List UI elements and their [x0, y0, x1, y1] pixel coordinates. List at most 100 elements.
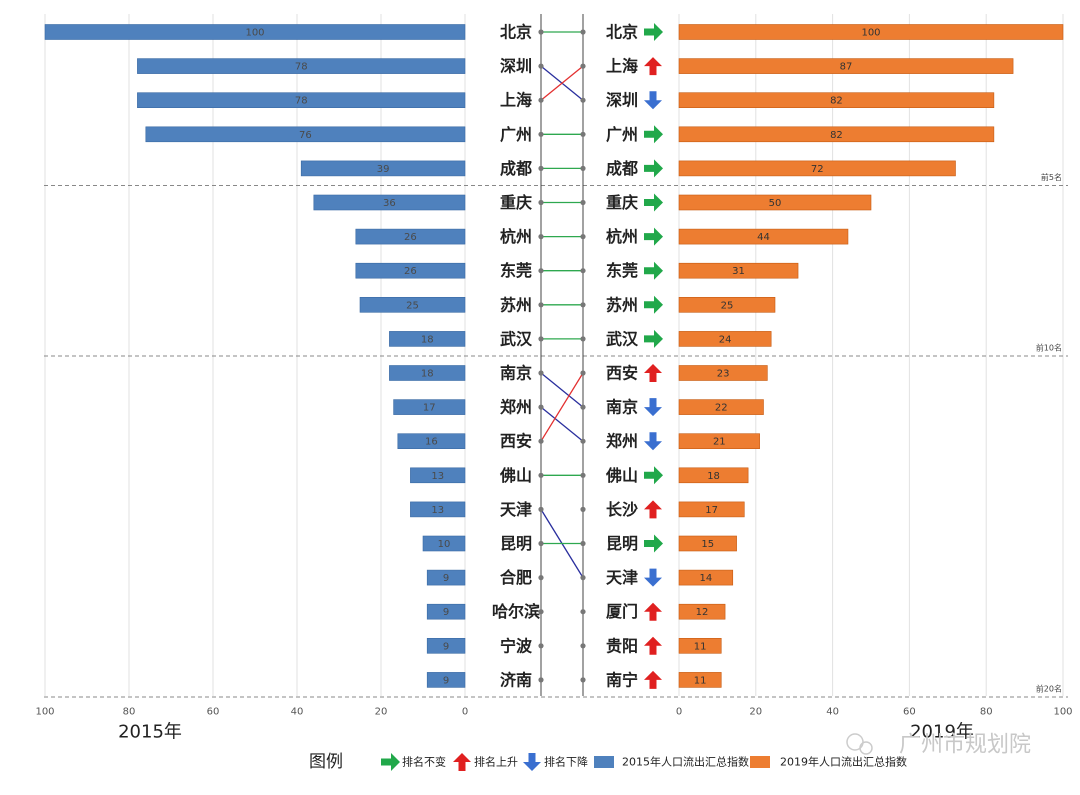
rank-dot-left	[538, 575, 544, 581]
rank-dot-right	[580, 234, 586, 240]
city-2015-label: 武汉	[500, 329, 533, 348]
city-2015-label: 北京	[500, 23, 532, 42]
rank-dot-left	[538, 165, 544, 171]
trend-same-icon	[644, 193, 663, 212]
rank-dot-left	[538, 97, 544, 103]
trend-same-icon	[644, 159, 663, 178]
bar-2019	[678, 92, 995, 108]
right-year-label: 2019年	[910, 722, 974, 743]
rank-change-line	[540, 406, 584, 442]
bar-2015-value: 26	[404, 266, 417, 277]
bar-2019	[678, 296, 776, 313]
bar-2019-value: 12	[696, 607, 709, 618]
bar-2019-value: 87	[840, 62, 853, 73]
bar-2019-value: 14	[700, 573, 713, 584]
legend-same-icon	[381, 753, 400, 771]
trend-up-icon	[644, 602, 662, 621]
bar-2019-value: 15	[701, 539, 714, 550]
city-2019-label: 贵阳	[606, 636, 638, 655]
bar-2019	[678, 160, 956, 177]
bar-2015	[426, 569, 466, 586]
bar-2015-value: 100	[245, 28, 264, 39]
bar-2015	[389, 331, 466, 347]
right-tick-label: 80	[980, 707, 993, 718]
city-2015-label: 成都	[500, 159, 532, 178]
bar-2015-value: 39	[377, 164, 390, 175]
rank-change-line	[540, 372, 584, 408]
city-2019-label: 南京	[606, 398, 638, 417]
city-2015-label: 天津	[500, 500, 532, 519]
rank-dot-right	[580, 404, 586, 410]
bar-2015-value: 36	[383, 198, 396, 209]
city-2019-label: 北京	[606, 23, 638, 42]
rank-dot-right	[580, 677, 586, 683]
bar-2015-value: 17	[423, 403, 436, 414]
city-2019-label: 重庆	[606, 193, 638, 212]
city-2019-label: 上海	[606, 57, 638, 76]
watermark-logo	[846, 733, 873, 755]
rank-change-line	[540, 372, 584, 442]
bar-2015-value: 78	[295, 62, 308, 73]
rank-dot-right	[580, 472, 586, 478]
bar-2015-value: 76	[299, 130, 312, 141]
legend-label: 2015年人口流出汇总指数	[622, 755, 749, 769]
trend-down-icon	[644, 91, 662, 110]
bar-2019-value: 23	[717, 369, 730, 380]
bar-2015	[137, 58, 466, 74]
trend-same-icon	[644, 329, 663, 348]
city-2019-label: 西安	[606, 364, 638, 383]
bar-2015	[313, 194, 466, 211]
rank-dot-left	[538, 336, 544, 342]
city-2019-label: 武汉	[606, 329, 639, 348]
bar-2019	[678, 126, 995, 143]
left-tick-label: 0	[462, 707, 468, 718]
city-2015-label: 上海	[500, 91, 532, 110]
city-2019-label: 佛山	[605, 466, 638, 485]
rank-dot-left	[538, 404, 544, 410]
city-2015-label: 郑州	[500, 398, 532, 417]
watermark-text: 广州市规划院	[899, 733, 1031, 758]
bar-2015	[145, 126, 466, 143]
bar-2015	[44, 24, 466, 40]
bar-2015	[393, 399, 466, 415]
bar-2015-value: 9	[443, 607, 449, 618]
rank-dot-left	[538, 199, 544, 206]
left-year-label: 2015年	[118, 722, 182, 743]
bar-2019	[678, 24, 1064, 40]
bar-2019	[678, 535, 737, 552]
bar-2019	[678, 58, 1014, 74]
city-2015-label: 苏州	[500, 295, 532, 314]
rank-dot-left	[538, 540, 544, 547]
trend-down-icon	[644, 398, 662, 417]
rank-dot-left	[538, 438, 544, 444]
left-tick-label: 40	[291, 707, 304, 718]
rank-dot-left	[538, 506, 544, 512]
city-2019-label: 天津	[606, 568, 638, 587]
city-2015-label: 南京	[500, 364, 532, 383]
bar-2015	[359, 296, 466, 313]
right-tick-label: 20	[749, 707, 762, 718]
city-2015-label: 西安	[500, 432, 532, 451]
rank-dot-left	[538, 643, 544, 649]
bar-2015	[426, 603, 466, 620]
rank-dot-right	[580, 268, 586, 274]
rank-dot-left	[538, 472, 544, 478]
bar-2015	[410, 467, 466, 484]
bar-2015-value: 9	[443, 641, 449, 652]
rank-dot-left	[538, 131, 544, 137]
trend-up-icon	[644, 500, 662, 519]
bar-2019	[678, 637, 722, 654]
city-2019-label: 广州	[606, 125, 638, 144]
city-2015-label: 重庆	[500, 193, 532, 212]
city-2015-label: 哈尔滨	[492, 602, 540, 621]
rank-dot-right	[580, 506, 586, 512]
bar-2015-value: 13	[431, 505, 444, 516]
left-tick-label: 80	[123, 707, 136, 718]
bar-2015-value: 18	[421, 334, 434, 345]
bar-2019-value: 11	[694, 675, 707, 686]
rank-dot-right	[580, 131, 586, 137]
rank-dot-left	[538, 63, 544, 69]
rank-dot-left	[538, 302, 544, 308]
legend-down-icon	[523, 753, 541, 771]
